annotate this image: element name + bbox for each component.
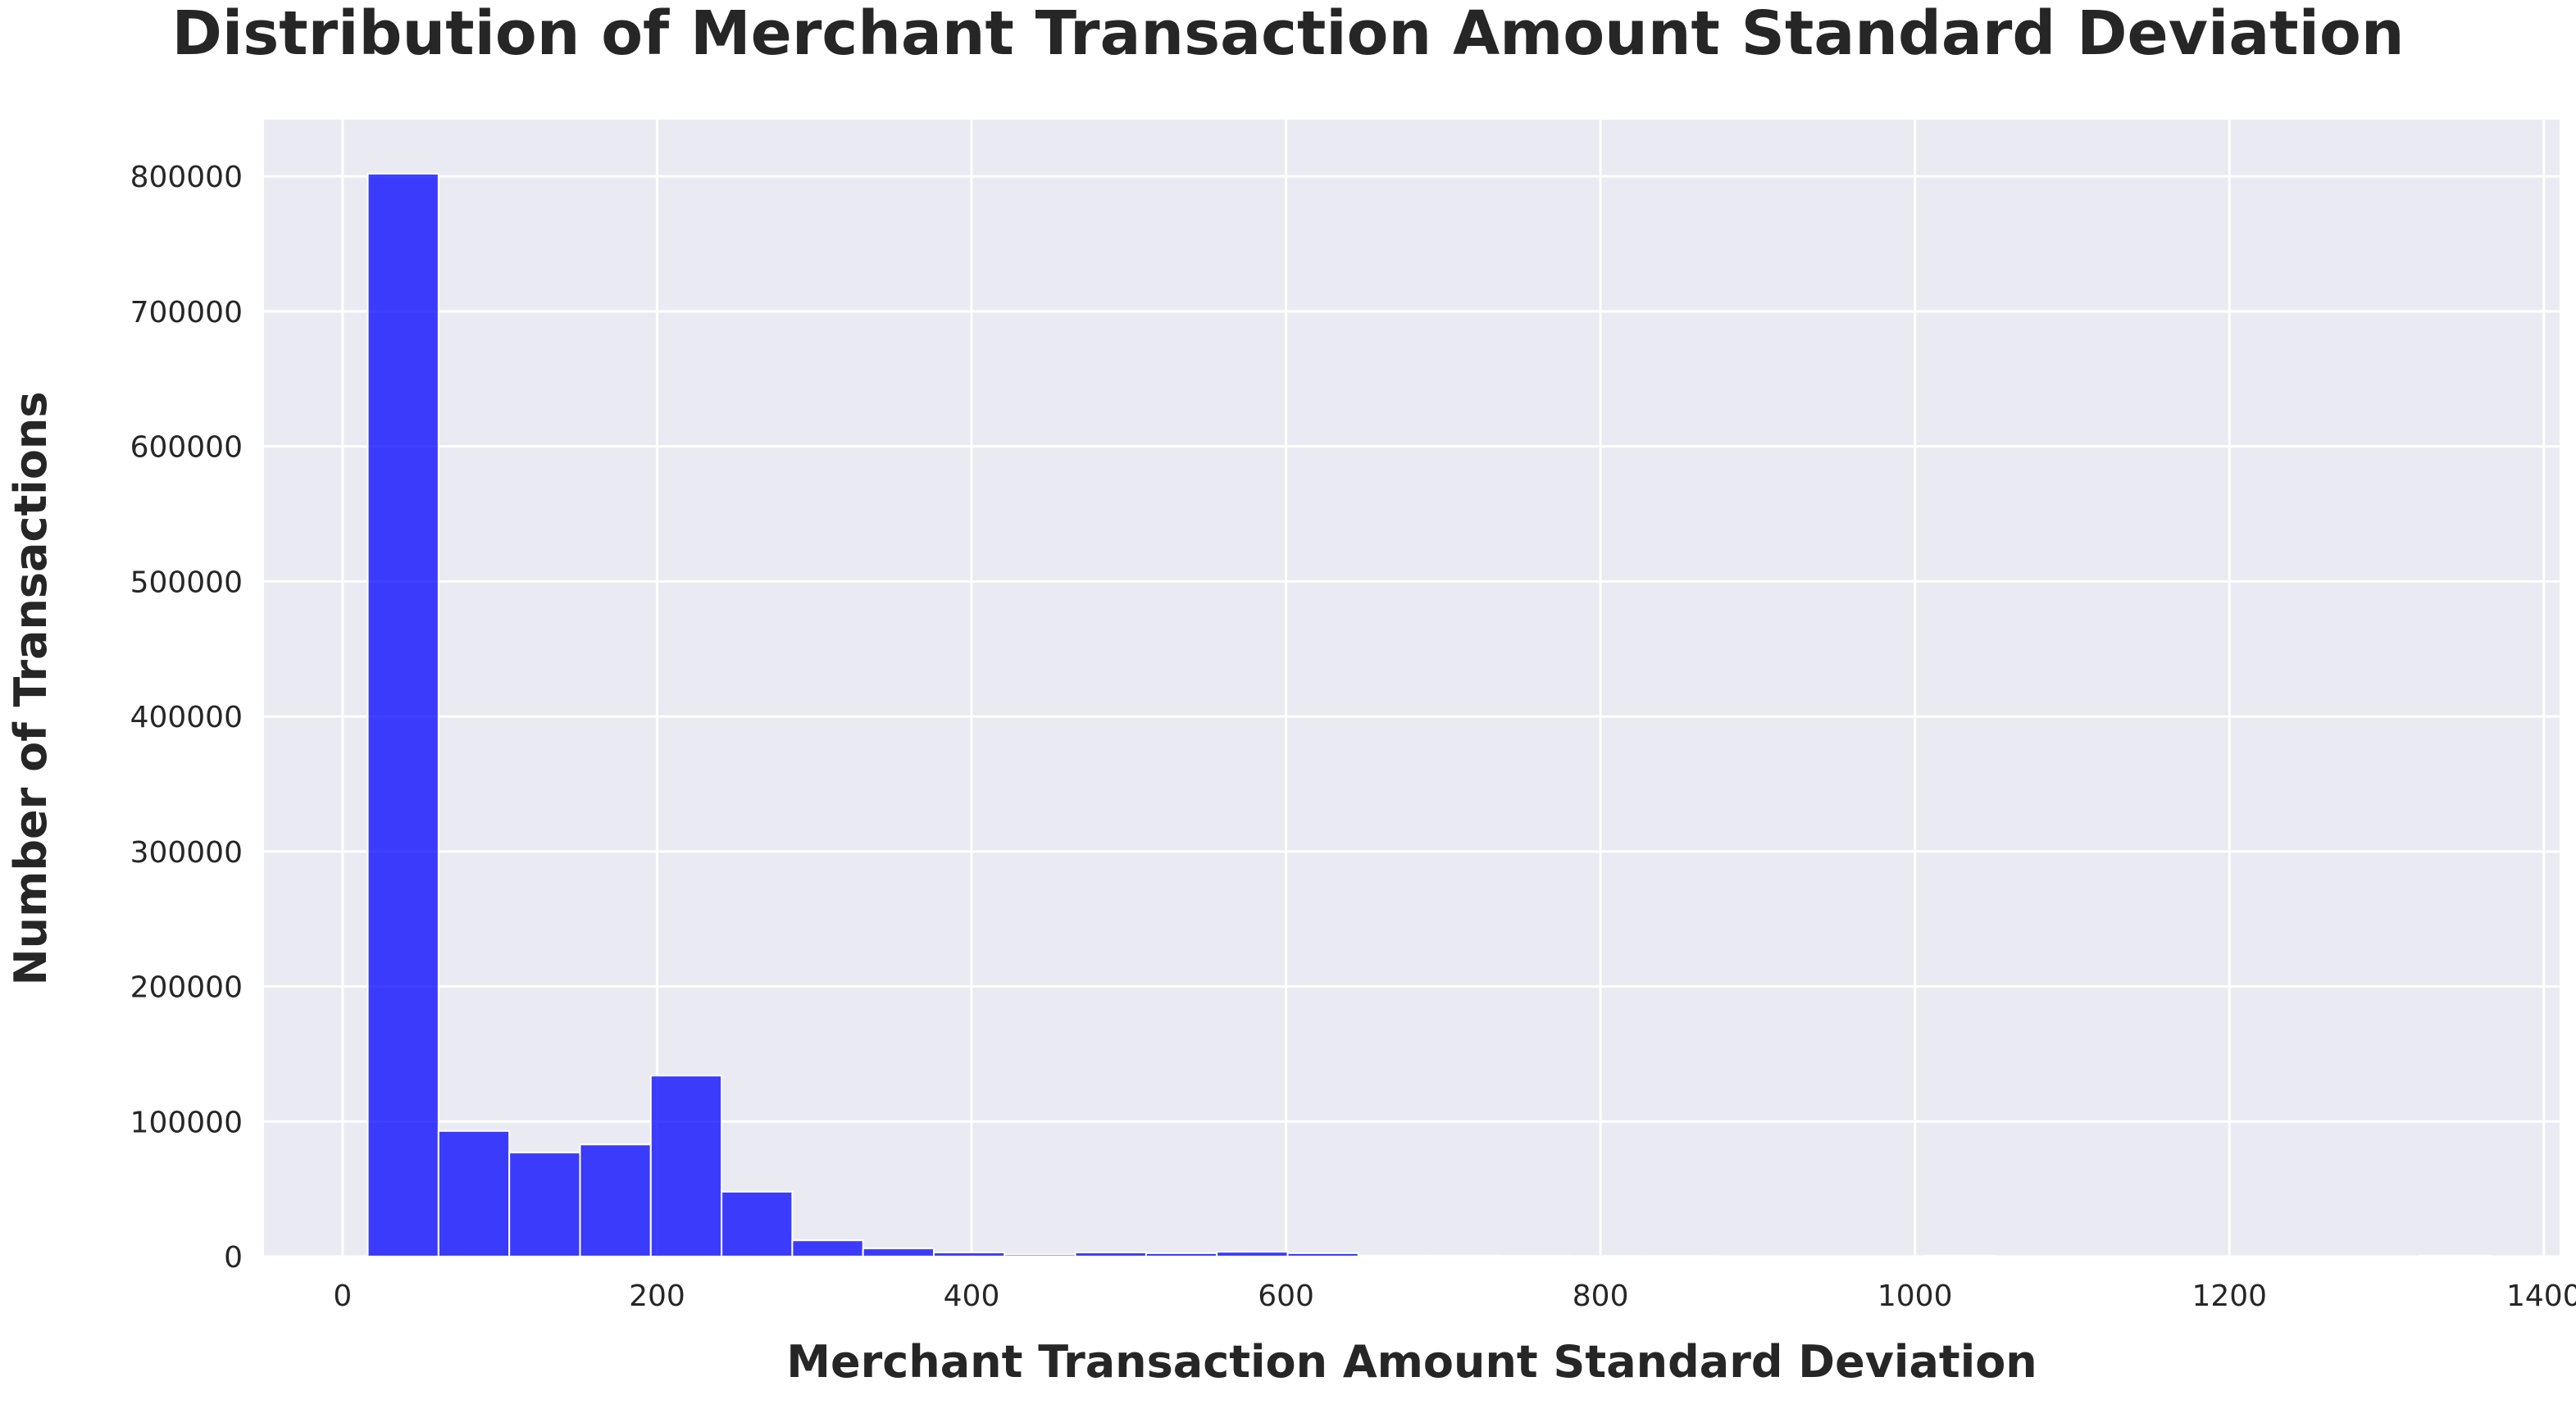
- histogram-bar: [1641, 1255, 1714, 1257]
- histogram-bar: [1286, 1252, 1359, 1258]
- histogram-bar: [1357, 1254, 1431, 1258]
- y-tick-label: 700000: [130, 296, 243, 329]
- histogram-bar: [1074, 1252, 1147, 1258]
- histogram-bar: [366, 172, 439, 1257]
- histogram-bar: [1004, 1253, 1076, 1257]
- x-axis-label: Merchant Transaction Amount Standard Dev…: [786, 1336, 2037, 1388]
- histogram-bar: [1569, 1255, 1642, 1257]
- x-tick-label: 600: [1258, 1279, 1314, 1313]
- histogram-bar: [649, 1075, 723, 1257]
- x-tick-label: 200: [629, 1279, 685, 1313]
- y-tick-label: 300000: [130, 836, 243, 870]
- histogram-bars: [366, 172, 2492, 1258]
- x-tick-label: 400: [944, 1279, 1000, 1313]
- histogram-bar: [579, 1143, 652, 1258]
- x-tick-label: 0: [333, 1279, 352, 1313]
- chart-title: Distribution of Merchant Transaction Amo…: [171, 0, 2404, 69]
- histogram-bar: [508, 1152, 581, 1257]
- y-tick-label: 500000: [130, 566, 243, 599]
- x-tick-label: 1000: [1877, 1279, 1953, 1313]
- histogram-bar: [1499, 1255, 1572, 1258]
- histogram-bar: [1145, 1252, 1218, 1258]
- x-tick-label: 1400: [2506, 1279, 2576, 1313]
- histogram-bar: [932, 1252, 1006, 1258]
- x-tick-label: 800: [1572, 1279, 1629, 1313]
- y-axis-ticks: 0 100000 200000 300000 400000 500000 600000 700…: [130, 161, 243, 1275]
- histogram-bar: [791, 1239, 864, 1258]
- y-tick-label: 400000: [130, 701, 243, 734]
- histogram-bar: [862, 1247, 935, 1257]
- x-tick-label: 1200: [2191, 1279, 2267, 1313]
- grid-lines: [264, 120, 2560, 1258]
- y-tick-label: 600000: [130, 431, 243, 465]
- x-axis-ticks: 0 200 400 600 800 1000 1200 1400: [333, 1279, 2576, 1313]
- y-tick-label: 0: [224, 1241, 243, 1275]
- histogram-bar: [721, 1190, 794, 1258]
- histogram-bar: [2419, 1254, 2492, 1258]
- histogram-bar: [437, 1129, 511, 1258]
- y-tick-label: 200000: [130, 971, 243, 1005]
- plot-area: [264, 120, 2560, 1257]
- y-axis-label: Number of Transactions: [5, 391, 57, 985]
- histogram-bar: [1923, 1254, 1996, 1258]
- y-tick-label: 100000: [130, 1106, 243, 1139]
- y-tick-label: 800000: [130, 161, 243, 194]
- histogram-bar: [1216, 1251, 1289, 1258]
- histogram-bar: [1428, 1254, 1501, 1258]
